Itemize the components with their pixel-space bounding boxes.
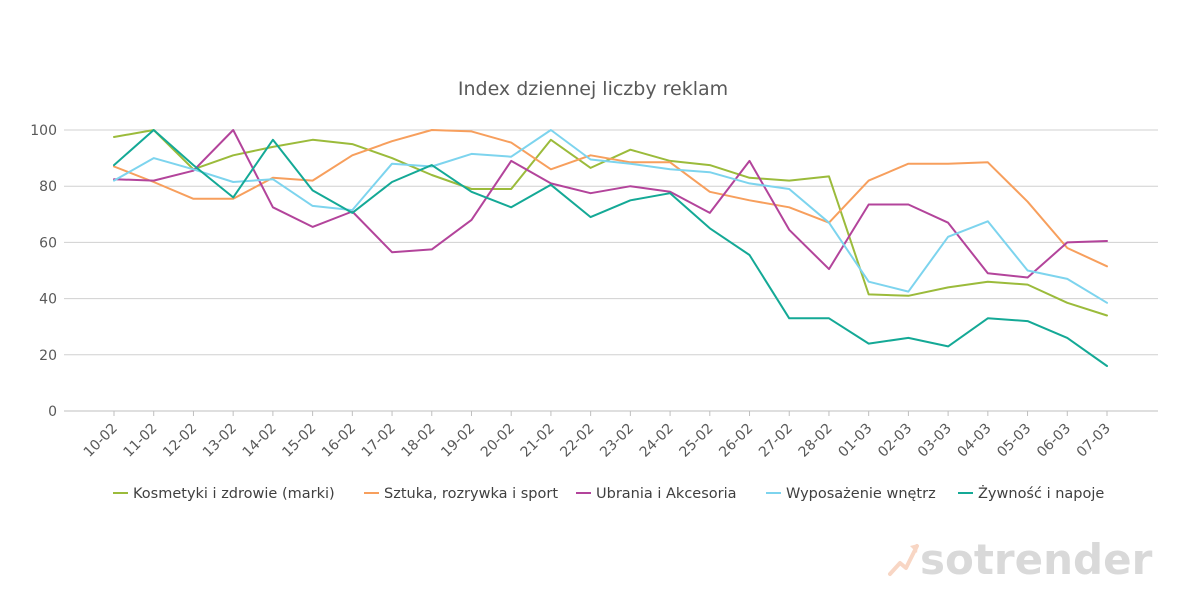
sotrender-logo-icon — [888, 544, 919, 576]
x-tick-label: 16-02 — [319, 421, 359, 461]
x-tick-label: 27-02 — [756, 421, 796, 461]
legend-item: Kosmetyki i zdrowie (marki) — [113, 486, 335, 502]
x-tick-label: 22-02 — [557, 421, 597, 461]
gridlines — [64, 129, 1158, 412]
legend-label: Wyposażenie wnętrz — [786, 486, 936, 502]
y-axis-ticks: 0 20 40 60 80 100 — [30, 123, 57, 420]
x-tick-label: 10-02 — [81, 421, 121, 461]
legend-label: Żywność i napoje — [978, 484, 1104, 502]
x-tick-label: 25-02 — [677, 421, 717, 461]
x-tick-label: 02-03 — [875, 421, 915, 461]
x-tick-label: 03-03 — [915, 421, 955, 461]
series-line-4 — [113, 129, 1108, 367]
x-tick-label: 07-03 — [1074, 421, 1114, 461]
x-tick-label: 24-02 — [637, 421, 677, 461]
x-tick-label: 19-02 — [438, 421, 478, 461]
x-tick-label: 14-02 — [240, 421, 280, 461]
legend-item: Sztuka, rozrywka i sport — [364, 486, 558, 502]
x-tick-label: 20-02 — [478, 421, 518, 461]
legend-item: Ubrania i Akcesoria — [576, 486, 737, 502]
watermark: sotrender — [888, 535, 1153, 584]
x-tick-label: 18-02 — [399, 421, 439, 461]
x-tick-label: 12-02 — [160, 421, 200, 461]
x-tick-label: 17-02 — [359, 421, 399, 461]
y-tick-label: 60 — [39, 235, 57, 251]
x-axis-ticks: 10-02 11-02 12-02 13-02 14-02 15-02 16-02 17-02… — [81, 411, 1114, 461]
x-tick-label: 11-02 — [120, 421, 160, 461]
series-lines — [113, 129, 1108, 367]
x-tick-label: 21-02 — [518, 421, 558, 461]
x-tick-label: 26-02 — [716, 421, 756, 461]
watermark-text: sotrender — [920, 535, 1153, 584]
legend-label: Ubrania i Akcesoria — [596, 486, 737, 502]
x-tick-label: 04-03 — [955, 421, 995, 461]
y-tick-label: 40 — [39, 292, 57, 308]
series-line-3 — [113, 129, 1108, 304]
legend-item: Wyposażenie wnętrz — [766, 486, 936, 502]
legend-label: Kosmetyki i zdrowie (marki) — [133, 486, 335, 502]
x-tick-label: 15-02 — [279, 421, 319, 461]
chart-title: Index dziennej liczby reklam — [458, 78, 728, 100]
x-tick-label: 06-03 — [1034, 421, 1074, 461]
x-tick-label: 23-02 — [597, 421, 637, 461]
y-tick-label: 100 — [30, 123, 57, 139]
legend-item: Żywność i napoje — [958, 484, 1104, 502]
y-tick-label: 80 — [39, 179, 57, 195]
x-tick-label: 01-03 — [835, 421, 875, 461]
y-tick-label: 0 — [48, 404, 57, 420]
series-line-2 — [113, 129, 1108, 279]
x-tick-label: 05-03 — [994, 421, 1034, 461]
series-line-1 — [113, 129, 1108, 268]
x-tick-label: 13-02 — [200, 421, 240, 461]
x-tick-label: 28-02 — [796, 421, 836, 461]
legend: Kosmetyki i zdrowie (marki) Sztuka, rozry… — [113, 484, 1104, 502]
y-tick-label: 20 — [39, 348, 57, 364]
legend-label: Sztuka, rozrywka i sport — [384, 486, 558, 502]
